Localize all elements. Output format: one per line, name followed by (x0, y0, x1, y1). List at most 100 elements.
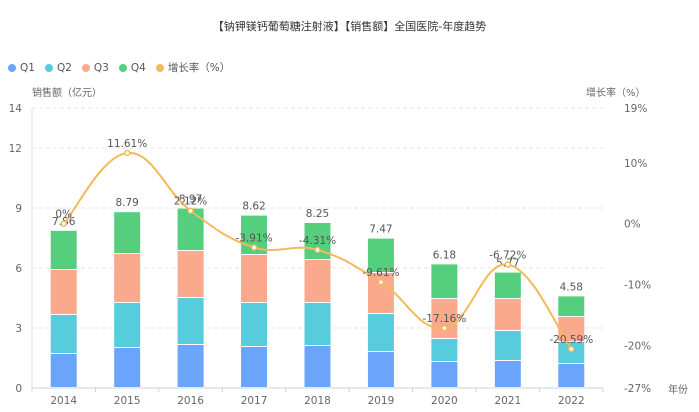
growth-rate-point (314, 246, 321, 254)
x-tick-label: 2022 (558, 395, 585, 407)
x-axis-title: 年份 (668, 385, 688, 396)
growth-rate-point (123, 149, 131, 157)
growth-rate-label: 2.12% (174, 196, 207, 208)
total-label: 8.62 (242, 201, 265, 213)
bar-segment-q2 (558, 342, 585, 363)
legend-item-growth-rate[interactable]: 增长率（%） (155, 60, 231, 75)
total-label: 8.79 (115, 197, 138, 209)
bar-segment-q3 (114, 254, 141, 302)
bar-segment-q3 (50, 270, 77, 314)
growth-rate-label: -20.59% (549, 334, 593, 346)
total-label: 8.25 (306, 208, 329, 220)
growth-rate-label: 11.61% (107, 138, 147, 150)
legend-label: Q2 (56, 61, 72, 74)
bar-segment-q3 (558, 317, 585, 341)
legend-label: 增长率（%） (167, 62, 231, 74)
bar-segment-q2 (241, 303, 268, 346)
growth-rate-label: -4.31% (299, 235, 336, 247)
growth-rate-point (568, 345, 575, 353)
legend-dot-q1-icon (8, 63, 16, 72)
bar-segment-q1 (494, 361, 521, 387)
total-label: 6.18 (433, 249, 456, 261)
legend-dot-q3-icon (81, 63, 90, 72)
bar-segment-q3 (304, 260, 331, 302)
growth-rate-label: -9.61% (362, 267, 399, 279)
legend-item-q3[interactable]: Q3 (81, 61, 109, 74)
total-label: 8.97 (179, 194, 202, 206)
legend-dot-q2-icon (44, 63, 53, 72)
growth-rate-point (377, 278, 385, 286)
legend-label: Q4 (130, 61, 146, 74)
y2-tick-label: -20% (624, 340, 651, 352)
y-tick-label: 9 (15, 203, 22, 215)
bar-segment-q2 (494, 331, 521, 360)
y2-tick-label: -10% (624, 280, 651, 292)
legend-label: Q1 (20, 61, 35, 74)
bar-segment-q1 (177, 345, 204, 387)
y-axis-title: 销售额（亿元） (32, 88, 102, 99)
legend-label: Q3 (93, 61, 109, 74)
y2-tick-label: -27% (624, 383, 651, 395)
bar-segment-q2 (114, 303, 141, 347)
growth-rate-label: 0% (55, 209, 72, 221)
bar-segment-q1 (241, 347, 268, 387)
bar-segment-q2 (304, 303, 331, 345)
total-label: 7.47 (369, 224, 392, 236)
total-label: 4.58 (560, 281, 583, 293)
x-tick-label: 2017 (241, 395, 268, 407)
y-tick-label: 6 (15, 263, 22, 275)
legend-dot-q4-icon (118, 63, 127, 72)
bar-segment-q2 (431, 339, 458, 361)
y-tick-label: 14 (9, 103, 23, 115)
y-tick-label: 3 (15, 323, 22, 335)
growth-rate-point (60, 220, 67, 227)
growth-rate-point (441, 324, 448, 332)
growth-rate-label: -6.72% (489, 250, 526, 262)
bar-segment-q3 (177, 251, 204, 297)
legend-item-q2[interactable]: Q2 (44, 61, 72, 74)
y-tick-label: 12 (9, 143, 22, 155)
bar-segment-q1 (50, 354, 77, 387)
bar-segment-q1 (114, 348, 141, 387)
bar-segment-q4 (50, 230, 77, 269)
bar-segment-q2 (50, 315, 77, 353)
growth-rate-label: -3.91% (235, 232, 272, 244)
y2-tick-label: 0% (624, 219, 641, 231)
bar-segment-q1 (304, 346, 331, 387)
y-tick-label: 0 (15, 383, 22, 395)
bar-segment-q4 (114, 212, 141, 253)
legend-dot-growth-icon (155, 63, 164, 72)
growth-rate-point (504, 261, 512, 268)
bar-segment-q3 (241, 255, 268, 302)
x-tick-label: 2014 (50, 395, 77, 407)
chart-title: 【钠钾镁钙葡萄糖注射液】【销售额】全国医院-年度趋势 (212, 20, 487, 33)
bar-segment-q2 (177, 298, 204, 344)
bar-segment-q4 (431, 264, 458, 298)
x-tick-label: 2020 (431, 395, 458, 407)
bar-segment-q4 (177, 208, 204, 250)
x-tick-label: 2015 (114, 395, 141, 407)
bar-segment-q1 (367, 352, 394, 387)
legend: Q1 Q2 Q3 Q4 增长率（%） (8, 60, 230, 75)
bar-segment-q4 (558, 296, 585, 316)
y2-axis-title: 增长率（%） (586, 88, 646, 99)
x-tick-label: 2019 (368, 395, 395, 407)
bar-segment-q2 (367, 314, 394, 351)
bar-segment-q1 (558, 364, 585, 387)
bar-segment-q4 (367, 238, 394, 272)
bar-segment-q4 (494, 272, 521, 298)
legend-item-q4[interactable]: Q4 (118, 61, 146, 74)
bar-segment-q1 (431, 362, 458, 387)
legend-item-q1[interactable]: Q1 (8, 62, 35, 74)
bar-segment-q3 (431, 299, 458, 338)
growth-rate-point (187, 207, 194, 214)
y2-tick-label: 19% (624, 103, 647, 115)
bar-segment-q3 (494, 299, 521, 330)
growth-rate-point (250, 244, 258, 251)
x-tick-label: 2021 (494, 395, 521, 407)
growth-rate-label: -17.16% (422, 313, 466, 325)
x-tick-label: 2018 (304, 395, 331, 407)
y2-tick-label: 10% (624, 158, 647, 170)
x-tick-label: 2016 (177, 395, 204, 407)
